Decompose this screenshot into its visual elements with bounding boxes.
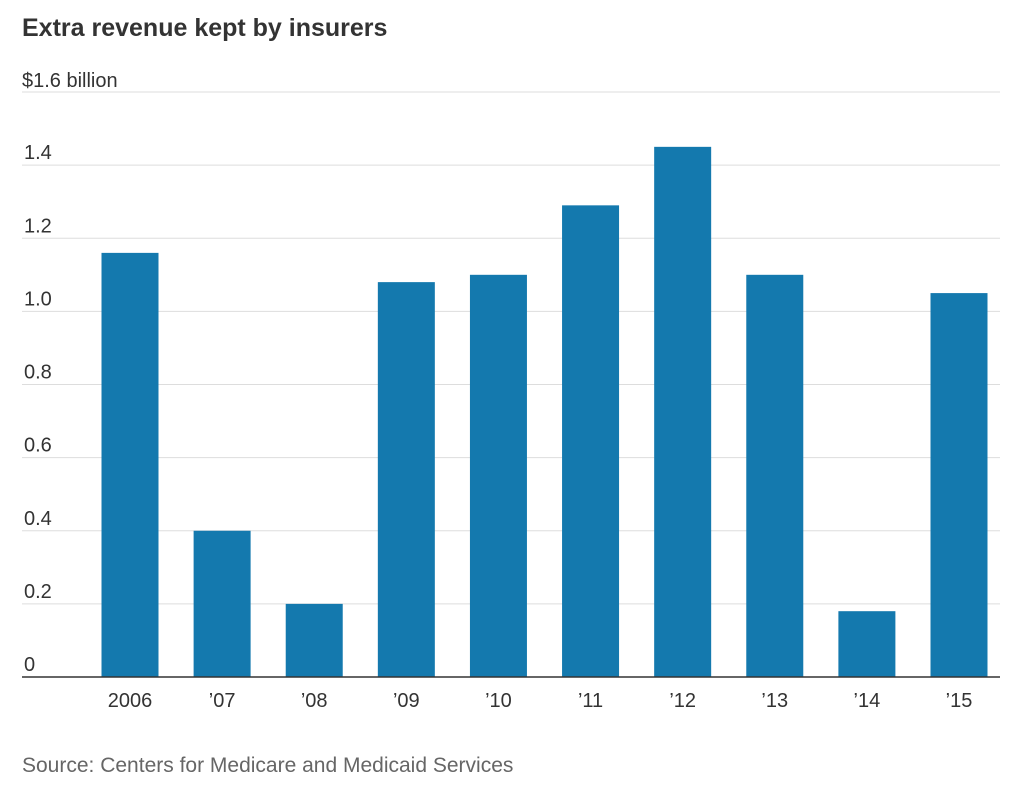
bar: [377, 282, 435, 677]
bars: [101, 146, 988, 677]
x-tick-label: ’14: [854, 690, 881, 712]
x-tick-label: ’10: [485, 690, 512, 712]
y-axis-labels: $1.6 billion 0 0.2 0.4 0.6 0.8 1.0 1.2 1.4: [22, 70, 118, 676]
bar: [469, 274, 527, 677]
bar: [101, 252, 159, 677]
y-axis-unit-label: $1.6 billion: [22, 70, 118, 92]
bar: [285, 603, 343, 677]
y-tick-label: 0.8: [24, 362, 52, 384]
y-tick-label: 0.2: [24, 581, 52, 603]
x-tick-label: ’08: [301, 690, 328, 712]
x-tick-label: ’09: [393, 690, 420, 712]
chart-title: Extra revenue kept by insurers: [22, 14, 388, 42]
bar: [193, 530, 251, 677]
y-tick-label: 1.0: [24, 288, 52, 310]
source-note: Source: Centers for Medicare and Medicai…: [22, 754, 514, 777]
x-tick-label: ’11: [578, 690, 603, 712]
x-axis-labels: 2006 ’07 ’08 ’09 ’10 ’11 ’12 ’13 ’14 ’15: [108, 690, 973, 712]
y-tick-label: 1.4: [24, 142, 52, 164]
x-tick-label: ’13: [761, 690, 788, 712]
x-tick-label: ’15: [946, 690, 973, 712]
bar: [930, 293, 988, 677]
y-tick-label: 0.4: [24, 508, 52, 530]
bar: [562, 205, 620, 677]
x-tick-label: ’07: [209, 690, 236, 712]
x-tick-label: 2006: [108, 690, 153, 712]
y-tick-label: 0: [24, 654, 35, 676]
bar: [654, 146, 712, 677]
y-tick-label: 1.2: [24, 215, 52, 237]
bar: [746, 274, 804, 677]
x-tick-label: ’12: [669, 690, 696, 712]
bar: [838, 611, 896, 677]
y-tick-label: 0.6: [24, 435, 52, 457]
